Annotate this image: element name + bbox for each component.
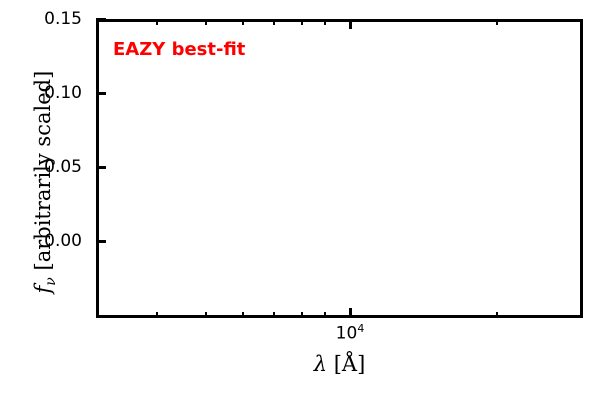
x-tick-major-top bbox=[349, 19, 352, 29]
axes-frame bbox=[96, 19, 583, 318]
x-tick-minor-top bbox=[324, 19, 326, 25]
y-axis-title-f: f bbox=[30, 285, 55, 294]
x-tick-minor-top bbox=[496, 19, 498, 25]
x-axis-title-lambda: λ bbox=[313, 352, 328, 376]
y-tick-label: 0.05 bbox=[44, 157, 82, 177]
x-tick-minor bbox=[242, 312, 244, 318]
eazy-best-fit-annotation: EAZY best-fit bbox=[113, 39, 246, 60]
x-tick-label-mantissa: 10 bbox=[335, 323, 358, 344]
x-tick-minor-top bbox=[242, 19, 244, 25]
y-tick-major bbox=[96, 92, 106, 95]
y-tick-label: 0.10 bbox=[44, 83, 82, 103]
x-tick-minor bbox=[301, 312, 303, 318]
x-tick-minor bbox=[156, 312, 158, 318]
y-axis-title: fν [arbitrarily scaled] bbox=[31, 17, 59, 347]
y-tick-major bbox=[96, 166, 106, 169]
x-axis-title-unit: [Å] bbox=[333, 352, 366, 376]
x-tick-label: 104 bbox=[336, 322, 365, 344]
x-tick-minor bbox=[324, 312, 326, 318]
y-axis-title-rest: [arbitrarily scaled] bbox=[30, 70, 55, 271]
x-tick-major bbox=[349, 308, 352, 318]
x-tick-minor-top bbox=[205, 19, 207, 25]
y-tick-label: 0.15 bbox=[44, 9, 82, 29]
x-tick-minor bbox=[205, 312, 207, 318]
y-tick-major bbox=[96, 18, 106, 21]
x-tick-minor bbox=[496, 312, 498, 318]
y-tick-label: 0.00 bbox=[44, 231, 82, 251]
y-tick-major bbox=[96, 240, 106, 243]
x-tick-label-exponent: 4 bbox=[357, 322, 365, 335]
x-tick-minor-top bbox=[273, 19, 275, 25]
x-tick-minor bbox=[273, 312, 275, 318]
y-axis-title-nu: ν bbox=[43, 277, 60, 286]
x-axis-title: λ [Å] bbox=[96, 352, 583, 376]
x-tick-minor-top bbox=[156, 19, 158, 25]
x-tick-minor-top bbox=[301, 19, 303, 25]
